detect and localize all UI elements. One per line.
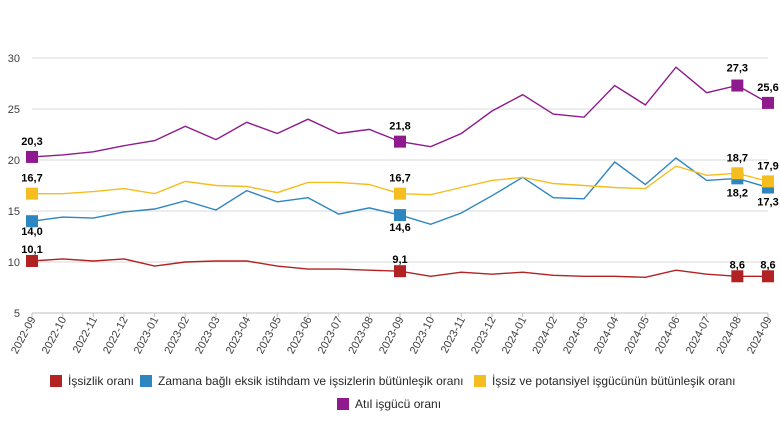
x-tick-label-14: 2023-11 — [439, 315, 468, 356]
x-tick-label-16: 2024-01 — [500, 315, 530, 356]
x-tick-label-5: 2023-02 — [162, 315, 192, 356]
x-tick-label-3: 2022-12 — [101, 315, 131, 356]
x-tick-label-8: 2023-05 — [254, 315, 284, 356]
x-tick-label-6: 2023-03 — [193, 315, 223, 356]
x-axis-ticks: 2022-09 2022-10 2022-11 2022-12 2023-01 2023-… — [9, 315, 775, 356]
series-2-label-24: 17,9 — [757, 160, 778, 172]
series-3-label-24: 25,6 — [757, 82, 778, 94]
series-2-marker-24 — [762, 175, 774, 188]
series-3-marker-0 — [26, 150, 38, 163]
series-0-label-0: 10,1 — [21, 244, 42, 256]
x-tick-label-12: 2023-09 — [377, 315, 407, 356]
series-1-label-0: 14,0 — [21, 226, 42, 238]
series-0-marker-0 — [26, 254, 38, 267]
x-tick-label-18: 2024-03 — [561, 315, 591, 356]
series-2-marker-23 — [731, 167, 744, 180]
series-3-label-12: 21,8 — [389, 121, 410, 133]
series-2-label-23: 18,7 — [727, 152, 748, 164]
y-tick-label-30: 30 — [8, 53, 20, 65]
data-labels: 10,1 9,1 8,6 8,6 14,0 14,6 18,2 17,3 16,7 16,7 18,… — [21, 63, 778, 272]
series-0-marker-23 — [731, 270, 744, 283]
series-1-label-23: 18,2 — [727, 187, 748, 199]
series-2-marker-0 — [26, 187, 38, 200]
series-1-marker-0 — [26, 215, 38, 228]
x-tick-label-0: 2022-09 — [9, 315, 39, 356]
series-1-label-12: 14,6 — [389, 222, 410, 234]
x-tick-label-1: 2022-10 — [40, 315, 70, 356]
x-tick-label-15: 2023-12 — [469, 315, 499, 356]
x-tick-label-19: 2024-04 — [592, 315, 622, 356]
x-tick-label-22: 2024-07 — [684, 315, 714, 356]
series-0-label-23: 8,6 — [730, 259, 745, 271]
x-tick-label-21: 2024-06 — [653, 315, 683, 356]
x-tick-label-10: 2023-07 — [316, 315, 346, 356]
series-1-label-24: 17,3 — [757, 197, 778, 209]
x-tick-label-24: 2024-09 — [745, 315, 775, 356]
y-tick-label-5: 5 — [14, 308, 20, 320]
x-tick-label-17: 2024-02 — [530, 315, 560, 356]
y-tick-label-15: 15 — [8, 206, 20, 218]
x-tick-label-11: 2023-08 — [346, 315, 376, 356]
series-2-label-12: 16,7 — [389, 173, 410, 185]
series-2-label-0: 16,7 — [21, 173, 42, 185]
series-0-label-24: 8,6 — [760, 259, 775, 271]
x-tick-label-9: 2023-06 — [285, 315, 315, 356]
series-3-marker-12 — [394, 135, 406, 148]
gridlines — [31, 57, 769, 317]
series-3-marker-24 — [762, 96, 774, 109]
series-markers — [26, 79, 774, 283]
x-tick-label-4: 2023-01 — [132, 315, 162, 356]
series-2-marker-12 — [394, 187, 406, 200]
series-3-label-23: 27,3 — [727, 63, 748, 75]
series-0-marker-12 — [394, 265, 406, 278]
x-tick-label-23: 2024-08 — [714, 315, 744, 356]
series-3-label-0: 20,3 — [21, 136, 42, 148]
series-0-label-12: 9,1 — [392, 254, 407, 266]
series-0-marker-24 — [762, 270, 774, 283]
x-tick-label-13: 2023-10 — [408, 315, 438, 356]
y-axis-ticks: 5 10 15 20 25 30 — [8, 53, 20, 320]
x-tick-label-2: 2022-11 — [71, 315, 100, 356]
series-3-marker-23 — [731, 79, 744, 92]
y-tick-label-20: 20 — [8, 155, 20, 167]
y-tick-label-25: 25 — [8, 104, 20, 116]
x-tick-label-20: 2024-05 — [622, 315, 652, 356]
series-1-marker-12 — [394, 209, 406, 222]
y-tick-label-10: 10 — [8, 257, 20, 269]
x-tick-label-7: 2023-04 — [224, 315, 254, 356]
